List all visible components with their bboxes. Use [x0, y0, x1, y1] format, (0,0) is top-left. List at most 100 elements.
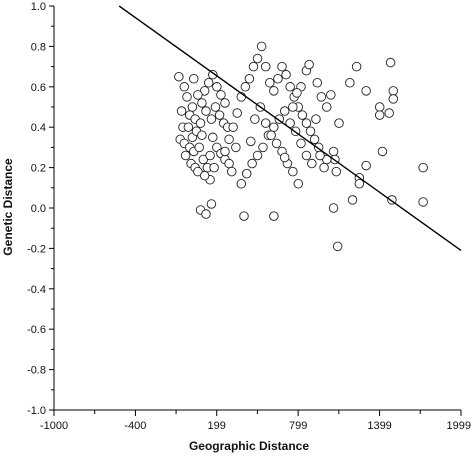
data-point — [199, 170, 210, 181]
data-point — [279, 106, 290, 116]
y-tick-label: -0.6 — [27, 324, 46, 336]
data-point — [293, 179, 304, 189]
data-point — [195, 118, 206, 128]
data-point — [328, 203, 339, 213]
data-point — [271, 138, 282, 149]
data-point — [273, 73, 283, 84]
data-point — [266, 130, 276, 141]
data-point — [206, 199, 217, 209]
data-point — [307, 158, 317, 169]
data-point — [269, 122, 279, 132]
data-point — [194, 142, 204, 153]
data-point — [288, 102, 298, 112]
data-point — [197, 130, 207, 141]
data-point — [246, 136, 256, 147]
data-point — [228, 122, 238, 132]
data-point — [361, 86, 371, 96]
x-tick-label: 1999 — [447, 420, 471, 432]
data-point — [285, 82, 295, 92]
data-point — [326, 90, 336, 100]
data-point — [385, 57, 396, 68]
data-point — [208, 132, 218, 143]
data-point — [248, 61, 259, 72]
data-point — [256, 41, 267, 52]
data-point — [288, 166, 298, 177]
data-point — [227, 166, 237, 177]
data-point — [351, 61, 362, 72]
data-point — [212, 82, 222, 92]
y-tick-label: 0.0 — [31, 203, 46, 215]
data-point — [322, 102, 332, 112]
data-point — [252, 53, 263, 64]
data-point — [345, 78, 355, 88]
data-point — [180, 150, 191, 161]
data-point — [201, 209, 211, 219]
data-point — [260, 118, 271, 128]
data-point — [231, 142, 241, 153]
data-point — [193, 90, 203, 100]
data-point — [361, 160, 371, 171]
data-point — [224, 158, 234, 169]
data-point — [258, 142, 268, 153]
data-point — [332, 241, 343, 252]
data-point — [208, 69, 218, 80]
data-point — [374, 102, 385, 112]
data-point — [309, 134, 320, 145]
x-tick-label: 1399 — [367, 420, 391, 432]
data-point — [354, 179, 365, 189]
data-point — [328, 146, 339, 157]
data-point — [374, 110, 385, 120]
data-point — [214, 110, 225, 120]
data-point — [311, 114, 321, 124]
data-point — [292, 88, 302, 98]
data-point — [305, 126, 316, 136]
data-point — [265, 78, 275, 88]
data-point — [205, 150, 215, 161]
y-tick-label: -1.0 — [27, 405, 46, 417]
data-point — [220, 146, 230, 157]
data-point — [216, 90, 226, 100]
data-point — [183, 122, 194, 132]
data-point — [240, 82, 251, 92]
data-point — [236, 179, 247, 189]
data-point — [250, 114, 260, 124]
x-tick-label: -400 — [124, 420, 146, 432]
y-tick-label: 0.2 — [31, 163, 46, 175]
data-point — [197, 98, 207, 108]
data-point — [377, 146, 388, 157]
regression-line — [118, 5, 462, 251]
data-point — [232, 108, 242, 118]
data-point — [347, 195, 358, 205]
data-point — [210, 102, 221, 112]
x-tick-label: 199 — [208, 420, 226, 432]
data-point — [247, 158, 257, 169]
data-point — [187, 102, 198, 112]
data-point — [176, 106, 187, 116]
x-axis-title: Geographic Distance — [189, 439, 309, 453]
data-point — [201, 106, 211, 116]
y-tick-label: -0.4 — [27, 284, 46, 296]
data-point — [418, 197, 428, 207]
data-point — [304, 59, 314, 70]
data-point — [182, 92, 192, 102]
data-point — [316, 92, 327, 102]
data-point — [301, 150, 312, 161]
x-tick-label: 799 — [289, 420, 307, 432]
data-point — [203, 78, 214, 88]
data-point — [209, 162, 219, 173]
data-point — [174, 71, 184, 82]
data-point — [269, 211, 279, 221]
data-point — [334, 118, 344, 128]
data-point — [220, 98, 230, 108]
y-tick-label: -0.2 — [27, 243, 46, 255]
y-tick-label: 0.4 — [31, 122, 46, 134]
y-tick-label: 0.6 — [31, 82, 46, 94]
data-point — [279, 152, 290, 163]
data-point — [384, 108, 394, 118]
data-point — [224, 134, 234, 145]
data-point — [244, 73, 255, 84]
y-tick-label: 1.0 — [31, 1, 46, 13]
data-point — [331, 166, 342, 177]
